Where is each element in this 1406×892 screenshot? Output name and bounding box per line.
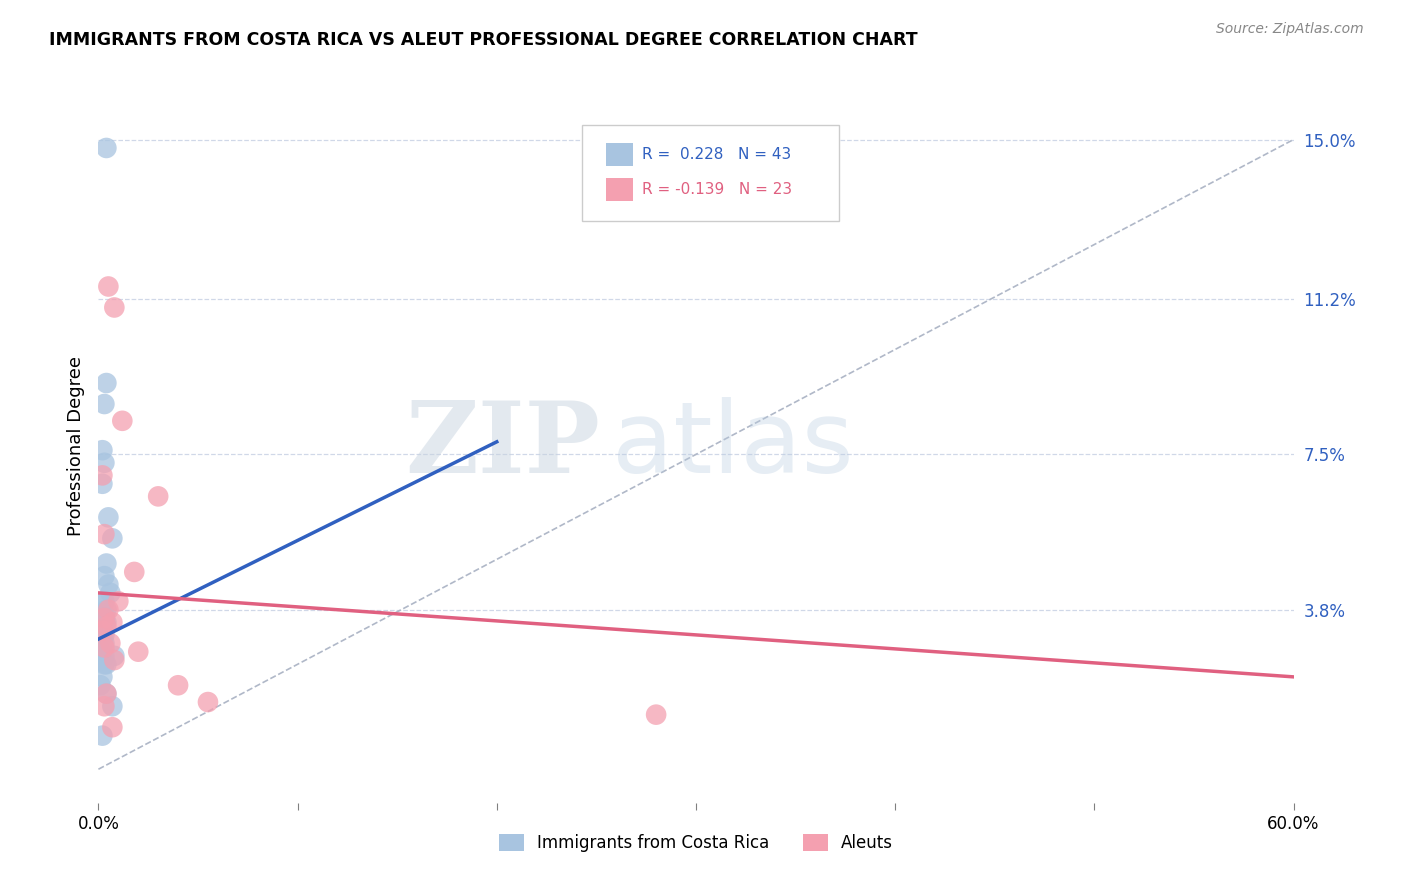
Point (93, 456, 115, 470)
Point (103, 648, 125, 663)
Point (91, 476, 114, 491)
Point (167, 678, 190, 692)
Point (89, 678, 111, 692)
Point (93, 611, 115, 625)
Point (96, 687, 118, 701)
Point (89, 632, 111, 646)
FancyBboxPatch shape (582, 125, 839, 221)
Point (124, 565, 146, 579)
Point (93, 527, 115, 541)
Point (98, 636, 122, 650)
Point (89, 645, 111, 659)
Point (96, 615, 118, 630)
Point (111, 414, 134, 428)
Legend: Immigrants from Costa Rica, Aleuts: Immigrants from Costa Rica, Aleuts (492, 827, 900, 859)
Point (96, 557, 118, 571)
Text: ZIP: ZIP (405, 398, 600, 494)
Text: R =  0.228   N = 43: R = 0.228 N = 43 (643, 147, 792, 162)
Point (91, 670, 114, 684)
Point (93, 640, 115, 655)
Point (93, 615, 115, 630)
Point (127, 645, 149, 659)
Point (645, 707, 668, 722)
Point (93, 397, 115, 411)
FancyBboxPatch shape (606, 178, 633, 202)
Point (103, 653, 125, 667)
Point (103, 301, 125, 315)
Point (93, 699, 115, 714)
Point (93, 607, 115, 621)
Point (148, 489, 170, 503)
Point (107, 594, 129, 608)
Point (96, 376, 118, 390)
Point (96, 619, 118, 633)
Point (91, 468, 114, 483)
Text: Source: ZipAtlas.com: Source: ZipAtlas.com (1216, 22, 1364, 37)
Point (91, 653, 114, 667)
FancyBboxPatch shape (606, 143, 633, 166)
Point (101, 532, 124, 546)
Point (93, 628, 115, 642)
Point (197, 695, 219, 709)
Point (93, 657, 115, 672)
Point (97, 510, 120, 524)
Point (93, 594, 115, 608)
Point (91, 624, 114, 638)
Point (93, 611, 115, 625)
Point (89, 624, 111, 638)
Text: atlas: atlas (613, 398, 853, 494)
Point (101, 720, 124, 734)
Point (91, 607, 114, 621)
Point (91, 594, 114, 608)
Point (96, 603, 118, 617)
Point (91, 636, 114, 650)
Point (91, 624, 114, 638)
Point (93, 569, 115, 583)
Point (101, 615, 124, 630)
Point (97, 279, 120, 293)
Point (93, 648, 115, 663)
Point (91, 443, 114, 458)
Point (96, 687, 118, 701)
Text: R = -0.139   N = 23: R = -0.139 N = 23 (643, 182, 793, 197)
Point (96, 141, 118, 155)
Point (93, 636, 115, 650)
Point (91, 619, 114, 633)
Point (101, 699, 124, 714)
Point (91, 640, 114, 655)
Y-axis label: Professional Degree: Professional Degree (66, 356, 84, 536)
Point (97, 577, 120, 591)
Point (93, 615, 115, 630)
Point (97, 603, 120, 617)
Point (89, 645, 111, 659)
Point (91, 628, 114, 642)
Text: IMMIGRANTS FROM COSTA RICA VS ALEUT PROFESSIONAL DEGREE CORRELATION CHART: IMMIGRANTS FROM COSTA RICA VS ALEUT PROF… (49, 31, 918, 49)
Point (91, 729, 114, 743)
Point (98, 586, 122, 600)
Point (96, 657, 118, 672)
Point (91, 619, 114, 633)
